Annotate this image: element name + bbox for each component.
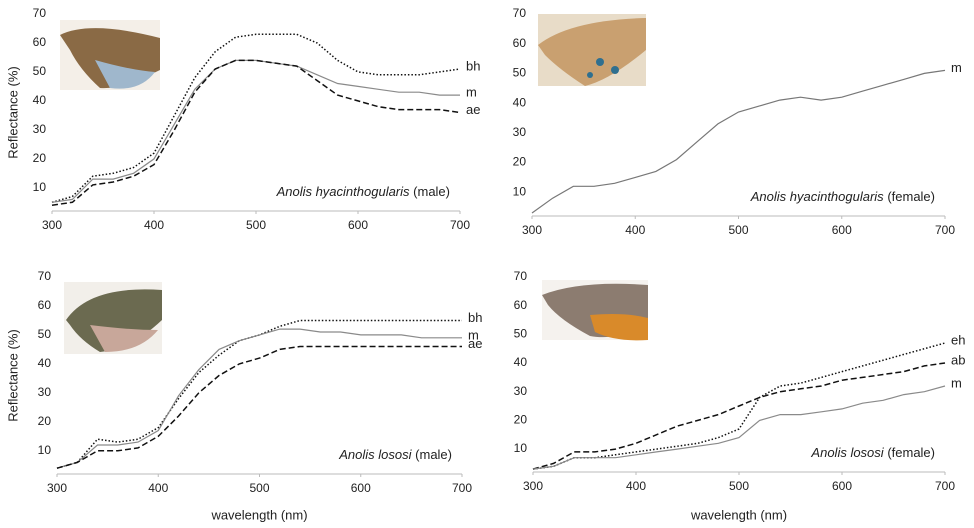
y-tick-label: 30 <box>38 385 52 399</box>
y-tick-label: 20 <box>513 155 527 169</box>
x-tick-label: 600 <box>351 481 371 495</box>
x-tick-label: 700 <box>450 218 470 232</box>
x-tick-label: 500 <box>729 479 749 493</box>
series-label: bh <box>468 310 482 325</box>
x-tick-label: 400 <box>625 223 645 237</box>
series-line <box>51 59 460 203</box>
sex-label: (female) <box>887 445 935 460</box>
series-label: ae <box>466 102 480 117</box>
series-label: m <box>466 85 477 100</box>
y-tick-label: 40 <box>513 95 527 109</box>
series-line <box>56 328 462 469</box>
x-axis-label: wavelength (nm) <box>210 507 307 522</box>
series-line <box>532 362 946 470</box>
x-tick-label: 400 <box>144 218 164 232</box>
sex-label: (male) <box>415 447 452 462</box>
series-line <box>51 59 461 206</box>
y-tick-label: 50 <box>38 327 52 341</box>
x-tick-label: 300 <box>523 479 543 493</box>
annotation: Anolis lososi (male) <box>338 447 452 462</box>
x-tick-label: 500 <box>249 481 269 495</box>
x-tick-label: 500 <box>246 218 266 232</box>
y-tick-label: 20 <box>38 414 52 428</box>
x-tick-label: 600 <box>832 479 852 493</box>
series-label: ab <box>951 352 965 367</box>
annotation: Anolis lososi (female) <box>810 445 935 460</box>
y-tick-label: 50 <box>33 64 47 78</box>
y-tick-label: 10 <box>513 184 527 198</box>
species-name: Anolis lososi <box>810 445 884 460</box>
y-tick-label: 60 <box>38 298 52 312</box>
x-tick-label: 500 <box>728 223 748 237</box>
annotation: Anolis hyacinthogularis (male) <box>276 184 450 199</box>
x-tick-label: 300 <box>522 223 542 237</box>
y-tick-label: 70 <box>513 6 527 20</box>
y-tick-label: 10 <box>33 180 47 194</box>
x-tick-label: 700 <box>935 223 955 237</box>
y-tick-label: 20 <box>33 151 47 165</box>
y-axis-label: Reflectance (%) <box>5 329 20 421</box>
x-axis-label: wavelength (nm) <box>690 507 787 522</box>
y-tick-label: 30 <box>513 125 527 139</box>
annotation: Anolis hyacinthogularis (female) <box>750 189 935 204</box>
y-tick-label: 40 <box>514 355 528 369</box>
photo <box>542 280 648 341</box>
x-tick-label: 400 <box>626 479 646 493</box>
series-label: m <box>951 375 962 390</box>
x-tick-label: 700 <box>935 479 955 493</box>
x-tick-label: 400 <box>148 481 168 495</box>
photo <box>538 14 646 86</box>
series-label: eh <box>951 332 965 347</box>
species-name: Anolis lososi <box>338 447 412 462</box>
y-tick-label: 70 <box>33 6 47 20</box>
series-line <box>532 385 946 470</box>
y-tick-label: 20 <box>514 413 528 427</box>
y-tick-label: 40 <box>33 93 47 107</box>
series-label: m <box>468 327 479 342</box>
y-tick-label: 70 <box>38 269 52 283</box>
species-name: Anolis hyacinthogularis <box>276 184 410 199</box>
series-line <box>532 342 946 470</box>
y-axis-label: Reflectance (%) <box>5 66 20 158</box>
series-line <box>51 33 461 204</box>
series-label: m <box>951 60 962 75</box>
x-tick-label: 600 <box>832 223 852 237</box>
y-tick-label: 10 <box>514 441 528 455</box>
y-tick-label: 30 <box>33 122 47 136</box>
x-tick-label: 300 <box>47 481 67 495</box>
y-tick-label: 70 <box>514 269 528 283</box>
series-label: ae <box>468 336 482 351</box>
x-tick-label: 300 <box>42 218 62 232</box>
y-tick-label: 60 <box>513 36 527 50</box>
x-tick-label: 600 <box>348 218 368 232</box>
y-tick-label: 40 <box>38 356 52 370</box>
x-tick-label: 700 <box>452 481 472 495</box>
y-tick-label: 50 <box>513 66 527 80</box>
y-tick-label: 60 <box>33 35 47 49</box>
sex-label: (male) <box>413 184 450 199</box>
sex-label: (female) <box>887 189 935 204</box>
y-tick-label: 50 <box>514 327 528 341</box>
series-line <box>56 345 462 469</box>
y-tick-label: 30 <box>514 384 528 398</box>
photo <box>64 282 162 354</box>
series-line <box>531 69 946 214</box>
series-label: bh <box>466 58 480 73</box>
photo <box>60 20 160 90</box>
y-tick-label: 60 <box>514 298 528 312</box>
species-name: Anolis hyacinthogularis <box>750 189 884 204</box>
y-tick-label: 10 <box>38 443 52 457</box>
